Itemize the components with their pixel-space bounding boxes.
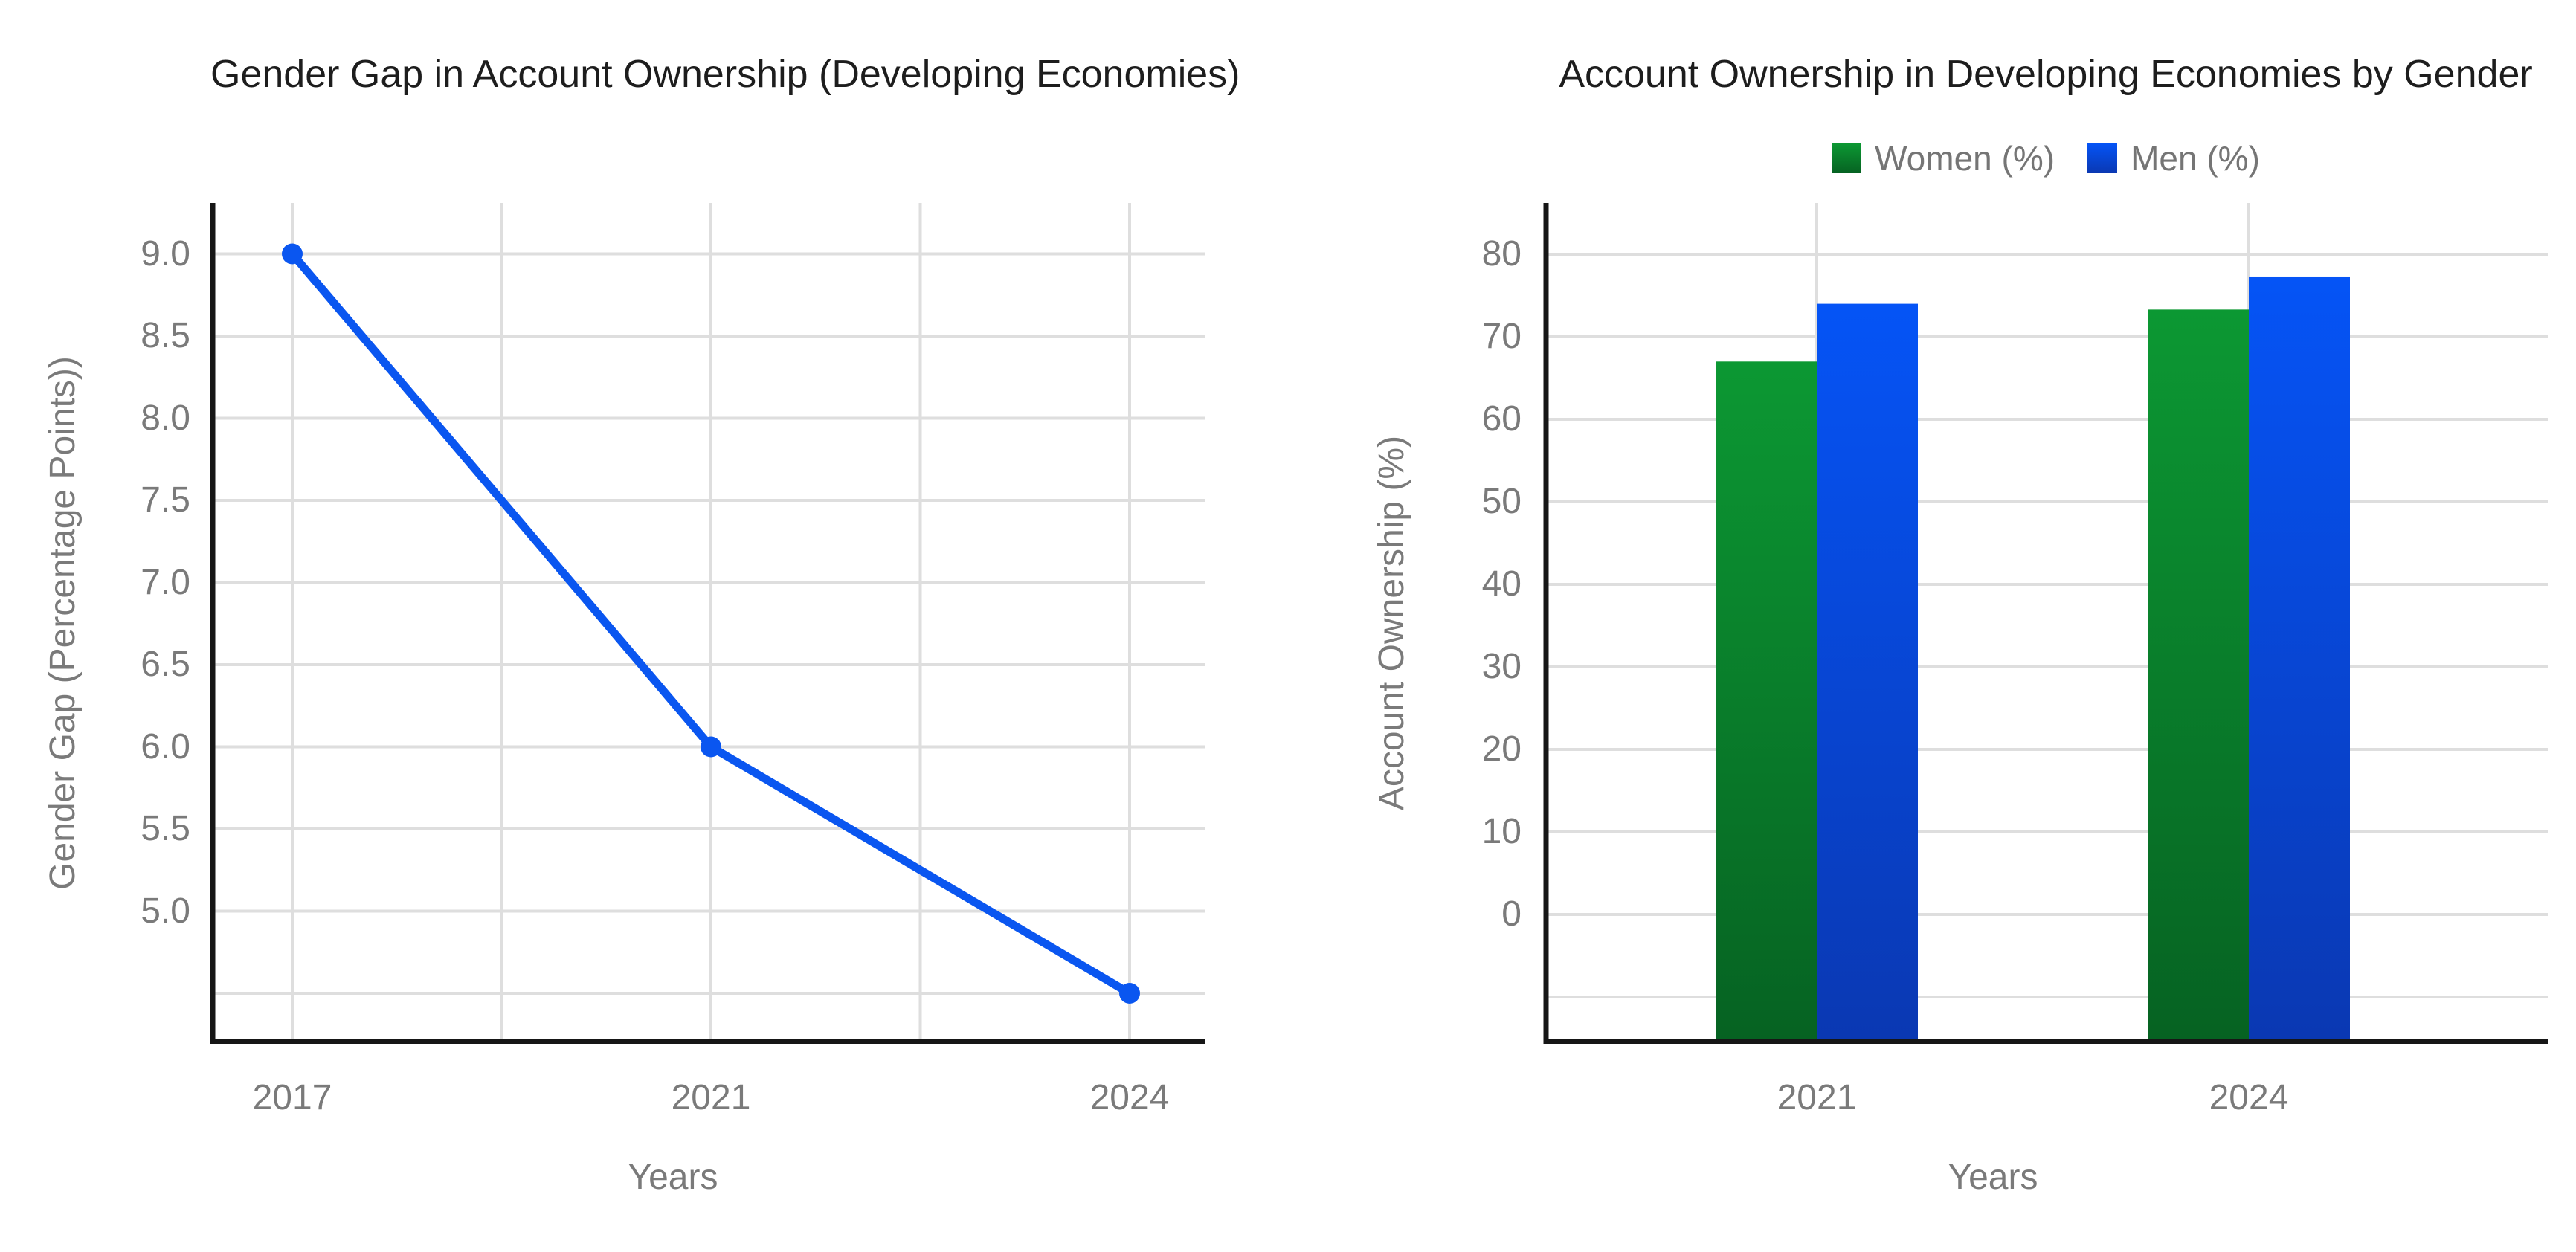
y-tick-label: 40 xyxy=(1481,564,1522,604)
y-tick-label: 10 xyxy=(1481,812,1522,851)
legend: Women (%) Men (%) xyxy=(1544,138,2548,178)
legend-swatch-icon xyxy=(2087,143,2118,173)
bar-chart-axis xyxy=(1543,203,2548,1044)
x-tick-label-2021: 2021 xyxy=(1777,1078,1857,1117)
bar-chart-title: Account Ownership in Developing Economie… xyxy=(1559,53,2533,96)
x-tick-label-2024: 2024 xyxy=(1089,1078,1170,1117)
y-tick-label: 0 xyxy=(1501,894,1522,934)
y-tick-label: 20 xyxy=(1481,729,1522,769)
y-tick-label: 50 xyxy=(1481,482,1522,521)
legend-item-men[interactable]: Men (%) xyxy=(2087,138,2260,178)
legend-label: Men (%) xyxy=(2131,139,2260,178)
y-tick-label: 7.0 xyxy=(141,562,190,602)
bar-men-2024[interactable] xyxy=(2249,276,2350,1045)
y-tick-label: 7.5 xyxy=(141,480,190,520)
bar-women-2024[interactable] xyxy=(2148,309,2249,1044)
bar-men-2021[interactable] xyxy=(1817,303,1918,1045)
data-point-2021[interactable] xyxy=(701,736,721,758)
bar-chart-account-ownership: Account Ownership in Developing Economie… xyxy=(1288,0,2576,1252)
line-chart-title: Gender Gap in Account Ownership (Develop… xyxy=(210,53,1240,96)
y-tick-label: 30 xyxy=(1481,647,1522,686)
y-tick-label: 6.0 xyxy=(141,726,190,767)
x-tick-label-2021: 2021 xyxy=(671,1078,751,1117)
data-point-2024[interactable] xyxy=(1119,983,1140,1004)
line-chart-x-axis-label: Years xyxy=(628,1158,718,1197)
y-tick-label: 5.0 xyxy=(141,891,190,931)
y-tick-label: 5.5 xyxy=(141,809,190,848)
y-tick-label: 9.0 xyxy=(141,233,190,274)
y-tick-label: 70 xyxy=(1481,317,1522,356)
legend-label: Women (%) xyxy=(1875,139,2055,178)
legend-swatch-icon xyxy=(1832,143,1862,173)
line-chart-gender-gap: Gender Gap in Account Ownership (Develop… xyxy=(43,53,1240,1197)
bar-chart-canvas xyxy=(1543,203,2548,1045)
y-tick-label: 80 xyxy=(1481,234,1522,274)
legend-item-women[interactable]: Women (%) xyxy=(1832,138,2055,178)
y-tick-label: 60 xyxy=(1481,399,1522,439)
x-tick-label-2024: 2024 xyxy=(2209,1078,2289,1117)
y-tick-label: 8.5 xyxy=(141,316,190,355)
y-tick-label: 6.5 xyxy=(141,645,190,684)
data-point-2017[interactable] xyxy=(282,243,303,265)
line-chart-axis xyxy=(210,203,1205,1044)
bar-women-2021[interactable] xyxy=(1716,361,1817,1044)
x-tick-label-2017: 2017 xyxy=(252,1078,332,1117)
line-chart-canvas xyxy=(210,203,1205,1044)
y-tick-label: 8.0 xyxy=(141,398,190,438)
bar-chart-x-axis-label: Years xyxy=(1948,1158,2038,1197)
